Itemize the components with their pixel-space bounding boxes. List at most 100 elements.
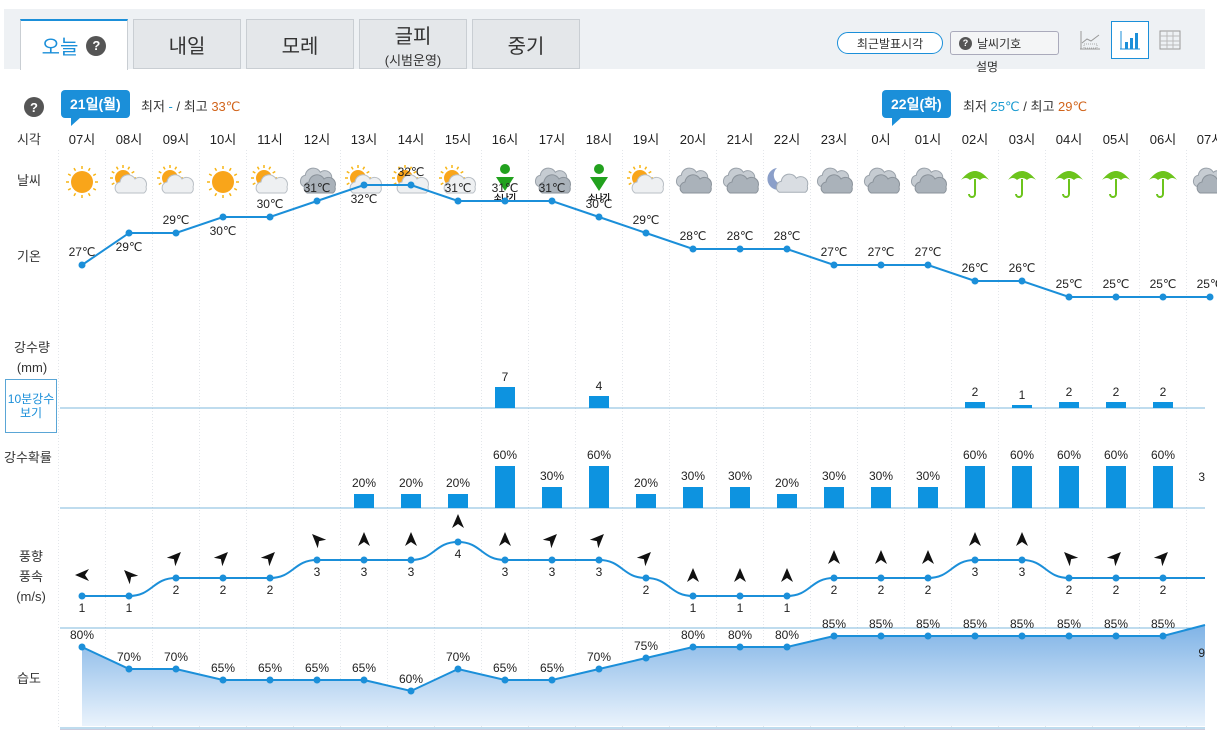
wind-point [1065, 574, 1073, 582]
humidity-point [783, 643, 791, 651]
tab-midterm[interactable]: 중기 [472, 19, 580, 69]
recent-release-button[interactable]: 최근발표시각 [837, 32, 943, 54]
sunny-icon [66, 166, 98, 198]
wind-speed-value: 1 [737, 601, 744, 615]
row-label-temp: 기온 [17, 249, 41, 264]
wind-point [219, 574, 227, 582]
humidity-point [924, 632, 932, 640]
ten-min-rain-button[interactable]: 10분강수보기 [5, 379, 57, 433]
umbrella-icon [1149, 171, 1177, 198]
umbrella-handle [1156, 179, 1164, 198]
humidity-value: 85% [1104, 617, 1128, 631]
shower-dot [594, 164, 604, 174]
prob-value: 60% [587, 448, 611, 462]
sun-ray [228, 167, 232, 172]
temp-point [971, 277, 979, 285]
wind-arrow-icon [922, 550, 934, 564]
hour-label: 08시 [116, 132, 142, 147]
prob-value: 60% [1104, 448, 1128, 462]
graph-view-button[interactable] [1071, 21, 1109, 59]
wind-arrow-icon [312, 534, 327, 549]
day-minmax-today: 최저 - / 최고 33℃ [141, 96, 240, 115]
humidity-point [830, 632, 838, 640]
sun-ray [73, 192, 77, 197]
umbrella-canopy [1008, 171, 1036, 180]
humidity-value: 65% [305, 661, 329, 675]
humidity-value: 65% [493, 661, 517, 675]
umbrella-canopy [1149, 171, 1177, 180]
tab-midterm-label: 중기 [507, 35, 545, 58]
prob-value: 30% [822, 469, 846, 483]
sun-ray [228, 192, 232, 197]
temp-value: 30℃ [257, 197, 284, 211]
horizontal-scrollbar[interactable] [60, 729, 1205, 735]
min-label: 최저 [963, 99, 987, 114]
row-label-wind: 풍향 풍속 (m/s) [12, 547, 50, 607]
umbrella-handle [1015, 179, 1023, 198]
tab-today[interactable]: 오늘? [20, 19, 128, 70]
humidity-point [78, 643, 86, 651]
table-view-button[interactable] [1151, 21, 1189, 59]
tab-tomorrow[interactable]: 내일 [133, 19, 241, 69]
day-minmax-tomorrow: 최저 25℃ / 최고 29℃ [963, 96, 1087, 115]
hour-label: 04시 [1056, 132, 1082, 147]
sun-ray [644, 166, 648, 170]
weather-symbol-label: 날씨기호 [977, 36, 1022, 51]
rain-value: 2 [1113, 385, 1120, 399]
wind-speed-value: 1 [126, 601, 133, 615]
wind-point [595, 556, 603, 564]
prob-value: 20% [352, 476, 376, 490]
wind-speed-value: 3 [361, 565, 368, 579]
prob-value: 3 [1198, 470, 1205, 484]
wind-arrow-shape [781, 568, 793, 582]
sun-ray [131, 170, 135, 174]
wind-point [736, 592, 744, 600]
wind-arrow-shape [312, 534, 327, 549]
wind-speed-value: 3 [502, 565, 509, 579]
prob-value: 60% [493, 448, 517, 462]
prob-bar [777, 494, 797, 508]
humidity-value: 85% [1151, 617, 1175, 631]
tab-tomorrow-label: 내일 [168, 35, 206, 58]
cloud-shape [161, 174, 194, 194]
wind-speed-value: 3 [314, 565, 321, 579]
wind-arrow-icon [260, 552, 275, 567]
wind-arrow-icon [781, 568, 793, 582]
row-label-humidity: 습도 [17, 671, 41, 686]
rain-bar [1059, 402, 1079, 408]
hour-label: 22시 [774, 132, 800, 147]
wind-arrow-shape [922, 550, 934, 564]
humidity-point [313, 676, 321, 684]
help-icon[interactable]: ? [24, 97, 44, 117]
humidity-area [82, 625, 1205, 726]
min-value: 25℃ [990, 99, 1020, 114]
temp-value: 25℃ [1056, 277, 1083, 291]
wind-point [971, 556, 979, 564]
help-icon[interactable]: ? [86, 35, 107, 56]
wind-arrow-shape [499, 532, 511, 546]
sun-ray [73, 167, 77, 172]
hour-label: 09시 [163, 132, 189, 147]
cloud-shape [114, 174, 147, 194]
umbrella-canopy [1055, 171, 1083, 180]
wind-arrow-icon [75, 569, 89, 581]
tab-day-after[interactable]: 모레 [246, 19, 354, 69]
day-badge-tomorrow: 22일(화) [882, 90, 951, 126]
humidity-point [501, 676, 509, 684]
prob-value: 20% [446, 476, 470, 490]
temp-value: 32℃ [398, 165, 425, 179]
sun-ray [346, 170, 350, 174]
temp-point [125, 229, 133, 237]
temp-value: 30℃ [210, 224, 237, 238]
wind-arrow-icon [1106, 552, 1121, 567]
weather-symbol-button[interactable]: ? 날씨기호 [950, 31, 1059, 55]
cloudy-icon [1192, 167, 1217, 194]
wind-arrow-icon [358, 532, 370, 546]
bar-view-button[interactable] [1111, 21, 1149, 59]
wind-arrow-icon [1153, 552, 1168, 567]
wind-arrow-shape [260, 552, 275, 567]
temp-value: 27℃ [915, 245, 942, 259]
tab-third-day[interactable]: 글피 (시범운영) [359, 19, 467, 69]
umbrella-handle [1062, 179, 1070, 198]
wind-arrow-shape [1064, 552, 1079, 567]
